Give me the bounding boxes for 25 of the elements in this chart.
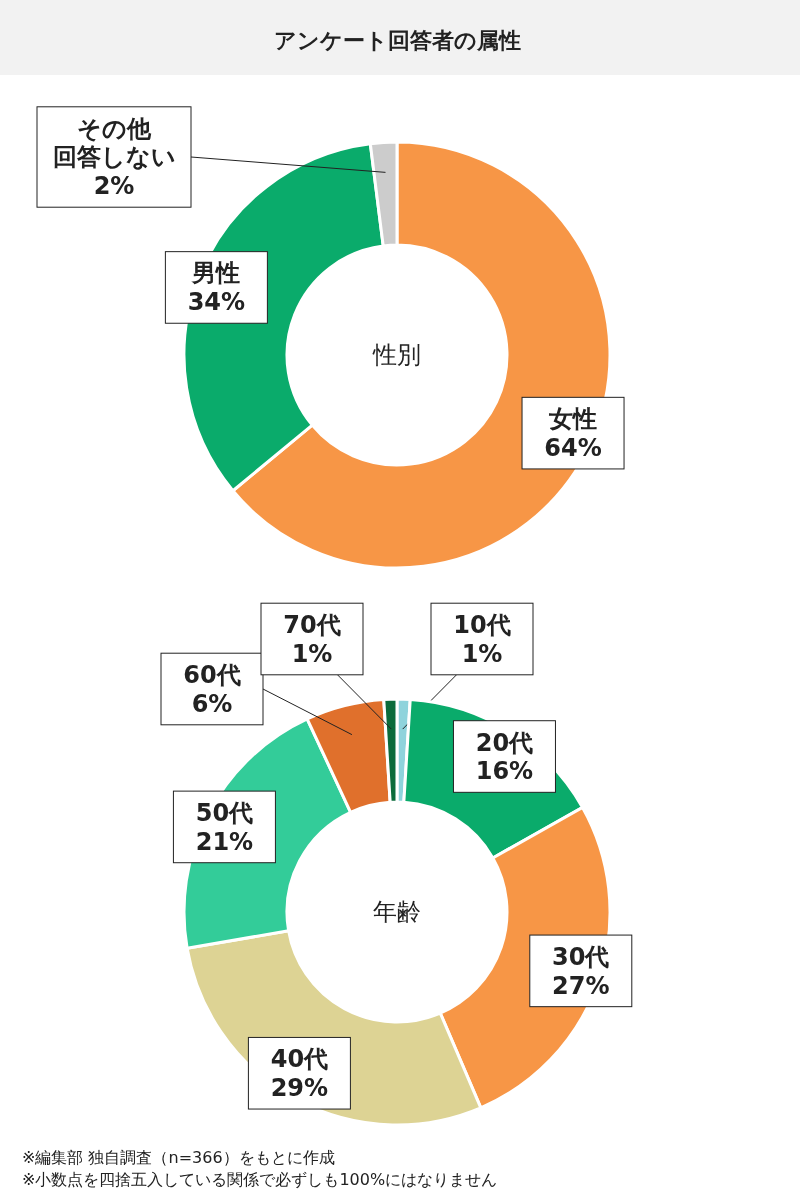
slice-label: 20代 (475, 728, 534, 757)
data-label: 21% (195, 827, 254, 856)
chart-title: アンケート回答者の属性 (273, 28, 521, 53)
data-label: 1% (291, 639, 333, 668)
slice-label: 男性 (191, 259, 241, 288)
text: ※編集部 独自調査（n=366）をもとに作成 (22, 1148, 335, 1167)
text: ※小数点を四捨五入している関係で必ずしも100%にはなりません (22, 1170, 498, 1189)
data-label: 27% (552, 971, 610, 1000)
data-label: 6% (191, 689, 233, 718)
data-label: 34% (187, 288, 246, 317)
slice-label: 50代 (195, 798, 254, 827)
data-label: 16% (475, 757, 534, 786)
slice-label: 60代 (183, 661, 241, 689)
slice-label: その他回答しない (52, 114, 176, 172)
text: 性別 (372, 341, 421, 370)
slice-label: 女性 (548, 405, 598, 434)
slice-label: 40代 (270, 1045, 329, 1074)
data-label: 29% (270, 1074, 329, 1103)
text: 年齢 (373, 898, 421, 927)
data-label: 64% (544, 433, 602, 462)
data-label: 1% (461, 639, 503, 668)
slice-label: 10代 (453, 611, 511, 639)
slice-label: 30代 (552, 942, 610, 971)
data-label: 2% (93, 172, 135, 201)
slice-label: 70代 (283, 611, 341, 639)
